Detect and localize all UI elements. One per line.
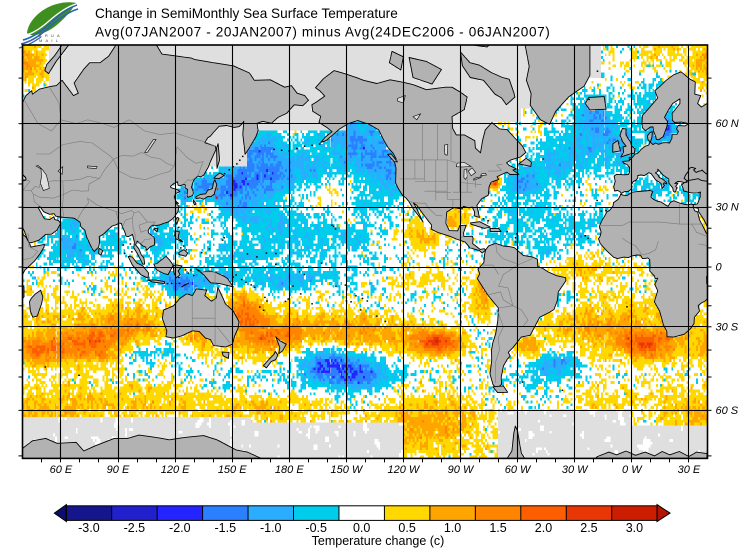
svg-text:0: 0 (716, 262, 723, 274)
svg-text:0 W: 0 W (622, 464, 643, 476)
svg-text:Temperature change (c): Temperature change (c) (312, 534, 445, 548)
svg-text:1.0: 1.0 (444, 521, 461, 535)
svg-text:90 W: 90 W (448, 464, 475, 476)
svg-text:-0.5: -0.5 (305, 521, 327, 535)
svg-text:-2.5: -2.5 (124, 521, 146, 535)
svg-text:60 N: 60 N (716, 118, 739, 130)
svg-text:120 E: 120 E (161, 464, 190, 476)
svg-text:2.5: 2.5 (580, 521, 597, 535)
svg-text:120 W: 120 W (388, 464, 421, 476)
svg-text:-3.0: -3.0 (78, 521, 100, 535)
svg-text:MAIL: MAIL (39, 38, 61, 43)
svg-text:90 E: 90 E (107, 464, 130, 476)
svg-text:150 E: 150 E (218, 464, 247, 476)
svg-text:-1.5: -1.5 (215, 521, 237, 535)
svg-text:180 E: 180 E (275, 464, 304, 476)
svg-text:ARUA: ARUA (39, 33, 63, 38)
svg-text:-2.0: -2.0 (169, 521, 191, 535)
svg-text:60 E: 60 E (50, 464, 73, 476)
svg-text:1.5: 1.5 (489, 521, 506, 535)
svg-text:Change in SemiMonthly Sea Surf: Change in SemiMonthly Sea Surface Temper… (95, 6, 398, 21)
svg-text:0.5: 0.5 (398, 521, 415, 535)
svg-text:0.0: 0.0 (353, 521, 370, 535)
svg-text:30 E: 30 E (678, 464, 701, 476)
svg-text:60 S: 60 S (716, 405, 739, 417)
svg-text:3.0: 3.0 (626, 521, 643, 535)
svg-text:Avg(07JAN2007 - 20JAN2007) min: Avg(07JAN2007 - 20JAN2007) minus Avg(24D… (95, 25, 550, 40)
svg-text:2.0: 2.0 (535, 521, 552, 535)
svg-text:-1.0: -1.0 (260, 521, 282, 535)
svg-text:150 W: 150 W (331, 464, 364, 476)
svg-text:30 W: 30 W (562, 464, 589, 476)
svg-text:30 S: 30 S (716, 321, 739, 333)
svg-text:30 N: 30 N (716, 202, 739, 214)
svg-text:60 W: 60 W (505, 464, 532, 476)
